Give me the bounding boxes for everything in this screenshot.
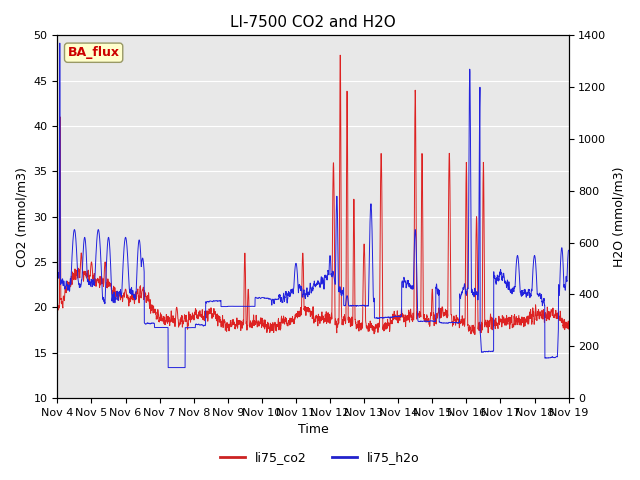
li75_h2o (250, 303, 258, 309)
li75_co2 (272, 327, 280, 333)
li75_h2o (56, 40, 63, 46)
li75_co2 (337, 52, 344, 58)
li75_co2 (250, 316, 257, 322)
Line: li75_co2: li75_co2 (58, 55, 568, 335)
li75_co2 (54, 307, 61, 313)
Line: li75_h2o: li75_h2o (58, 43, 568, 368)
Text: BA_flux: BA_flux (68, 46, 120, 59)
li75_co2 (142, 298, 150, 304)
li75_h2o (180, 365, 188, 371)
li75_h2o (142, 321, 150, 327)
Y-axis label: H2O (mmol/m3): H2O (mmol/m3) (612, 167, 625, 267)
Legend: li75_co2, li75_h2o: li75_co2, li75_h2o (215, 446, 425, 469)
li75_h2o (272, 297, 280, 303)
li75_co2 (555, 315, 563, 321)
li75_co2 (500, 315, 508, 321)
li75_h2o (555, 285, 563, 290)
li75_h2o (112, 296, 120, 302)
Y-axis label: CO2 (mmol/m3): CO2 (mmol/m3) (15, 167, 28, 266)
li75_h2o (564, 247, 572, 253)
li75_co2 (471, 332, 479, 337)
li75_co2 (564, 326, 572, 332)
li75_h2o (500, 272, 508, 278)
X-axis label: Time: Time (298, 423, 328, 436)
li75_h2o (54, 275, 61, 281)
li75_co2 (112, 289, 120, 295)
Title: LI-7500 CO2 and H2O: LI-7500 CO2 and H2O (230, 15, 396, 30)
